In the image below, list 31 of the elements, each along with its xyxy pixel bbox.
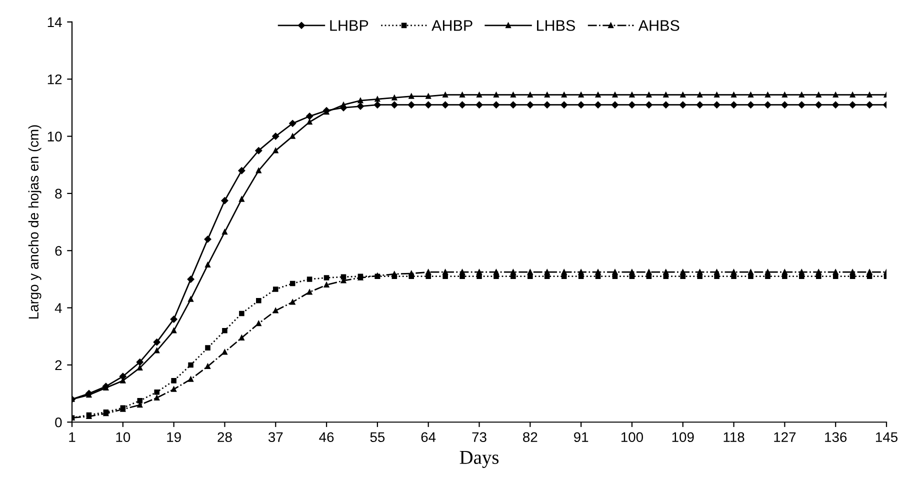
- x-tick-label: 145: [876, 432, 898, 442]
- x-tick-label: 1: [69, 432, 76, 442]
- x-tick-label: 37: [268, 432, 283, 442]
- y-axis-title: Largo y ancho de hojas en (cm): [28, 125, 42, 319]
- x-tick-label: 55: [370, 432, 385, 442]
- x-tick-label: 91: [574, 432, 588, 442]
- x-tick-label: 118: [724, 432, 744, 442]
- y-tick-label: 14: [48, 17, 62, 27]
- legend-label: AHBS: [638, 20, 680, 31]
- y-tick-label: 6: [55, 246, 62, 256]
- y-tick-label: 2: [55, 360, 62, 370]
- legend-label: LHBS: [537, 20, 575, 31]
- x-tick-label: 28: [218, 432, 232, 442]
- y-tick-label: 12: [48, 74, 62, 84]
- y-tick-label: 10: [48, 132, 62, 142]
- x-tick-label: 73: [472, 432, 486, 442]
- x-tick-label: 64: [421, 432, 436, 442]
- x-tick-label: 109: [672, 432, 694, 442]
- x-tick-label: 10: [116, 432, 130, 442]
- y-tick-label: 0: [55, 417, 62, 428]
- legend-label: LHBP: [330, 20, 368, 31]
- x-tick-label: 82: [523, 432, 538, 442]
- x-tick-label: 136: [825, 432, 847, 442]
- y-tick-label: 4: [54, 303, 62, 313]
- x-tick-label: 127: [774, 432, 796, 442]
- x-tick-label: 46: [319, 432, 334, 442]
- y-tick-label: 8: [55, 188, 62, 199]
- x-tick-label: 100: [621, 432, 644, 442]
- legend-label: AHBP: [432, 20, 472, 31]
- x-tick-label: 19: [167, 432, 181, 442]
- x-axis-title: Days: [460, 451, 499, 468]
